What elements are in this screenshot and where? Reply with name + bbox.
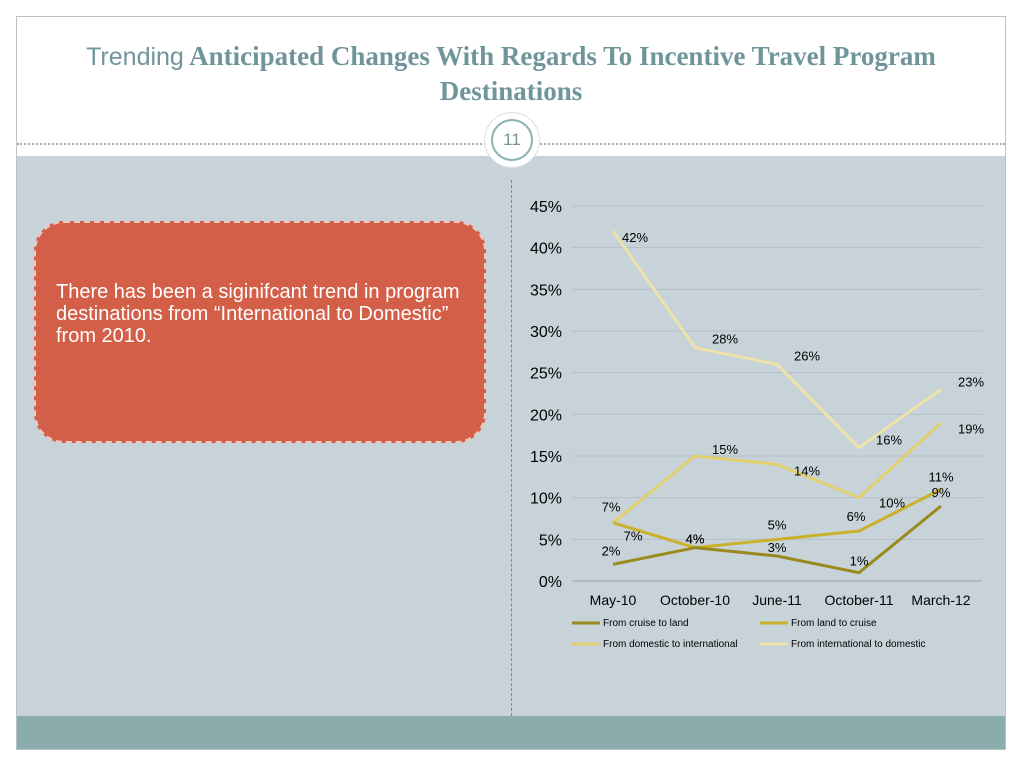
y-tick-label: 40%	[530, 241, 562, 258]
data-label-layer: 2%4%3%1%9%7%4%5%6%11%7%15%14%10%19%42%28…	[602, 230, 985, 569]
line-chart: 0% 5% 10% 15% 20% 25% 30% 35% 40% 45% May-10 Octob…	[530, 199, 985, 650]
slide-title-rest: Anticipated Changes With Regards To Ince…	[183, 41, 936, 106]
data-label: 15%	[712, 442, 738, 457]
x-tick-label: June-11	[752, 592, 802, 608]
legend-label: From international to domestic	[791, 639, 926, 650]
x-tick-layer: May-10 October-10 June-11 October-11 March-1…	[590, 592, 971, 608]
y-tick-layer: 0% 5% 10% 15% 20% 25% 30% 35% 40% 45%	[530, 199, 562, 591]
series-line	[611, 230, 942, 450]
data-label: 14%	[794, 463, 820, 478]
y-tick-label: 20%	[530, 407, 562, 424]
data-label: 1%	[850, 554, 869, 569]
y-tick-label: 25%	[530, 366, 562, 383]
callout-text: There has been a siginifcant trend in pr…	[56, 281, 460, 347]
y-tick-label: 10%	[530, 491, 562, 508]
y-tick-label: 45%	[530, 199, 562, 216]
legend-label: From cruise to land	[603, 618, 689, 629]
series-line	[612, 421, 943, 524]
legend-label: From land to cruise	[791, 618, 877, 629]
footer-band	[17, 716, 1005, 749]
x-tick-label: October-11	[825, 592, 894, 608]
data-label: 7%	[602, 500, 621, 515]
data-label: 16%	[876, 433, 902, 448]
data-label: 7%	[624, 529, 643, 544]
page-number-badge: 11	[484, 112, 540, 168]
series-line	[612, 487, 942, 550]
grid-layer	[572, 205, 982, 582]
data-label: 28%	[712, 332, 738, 347]
data-label: 4%	[686, 532, 705, 547]
slide-title: Trending Anticipated Changes With Regard…	[17, 17, 1005, 108]
data-label: 10%	[879, 496, 905, 511]
title-area: Trending Anticipated Changes With Regard…	[17, 17, 1005, 137]
data-label: 26%	[794, 348, 820, 363]
data-label: 42%	[622, 230, 648, 245]
x-tick-label: March-12	[911, 592, 970, 608]
data-label: 5%	[768, 517, 787, 532]
x-tick-label: October-10	[660, 592, 730, 608]
data-label: 3%	[768, 540, 787, 555]
data-label: 19%	[958, 422, 984, 437]
series-layer	[611, 230, 943, 575]
data-label: 9%	[932, 485, 951, 500]
legend-label: From domestic to international	[603, 639, 738, 650]
data-label: 23%	[958, 374, 984, 389]
x-tick-label: May-10	[590, 592, 637, 608]
y-tick-label: 30%	[530, 324, 562, 341]
data-label: 6%	[847, 509, 866, 524]
page-number: 11	[503, 130, 521, 149]
data-label: 2%	[602, 543, 621, 558]
y-tick-label: 0%	[539, 574, 562, 591]
page-number-ring: 11	[491, 119, 533, 161]
callout-box: There has been a siginifcant trend in pr…	[34, 221, 486, 443]
y-tick-label: 15%	[530, 449, 562, 466]
vertical-divider	[511, 180, 512, 716]
slide-title-lead: Trending	[86, 43, 184, 71]
data-label: 4%	[686, 532, 705, 547]
legend-layer: From cruise to land From land to cruise Fr…	[572, 618, 926, 650]
y-tick-label: 5%	[539, 532, 562, 549]
series-line	[612, 504, 942, 575]
data-label: 11%	[928, 469, 953, 484]
y-tick-label: 35%	[530, 282, 562, 299]
